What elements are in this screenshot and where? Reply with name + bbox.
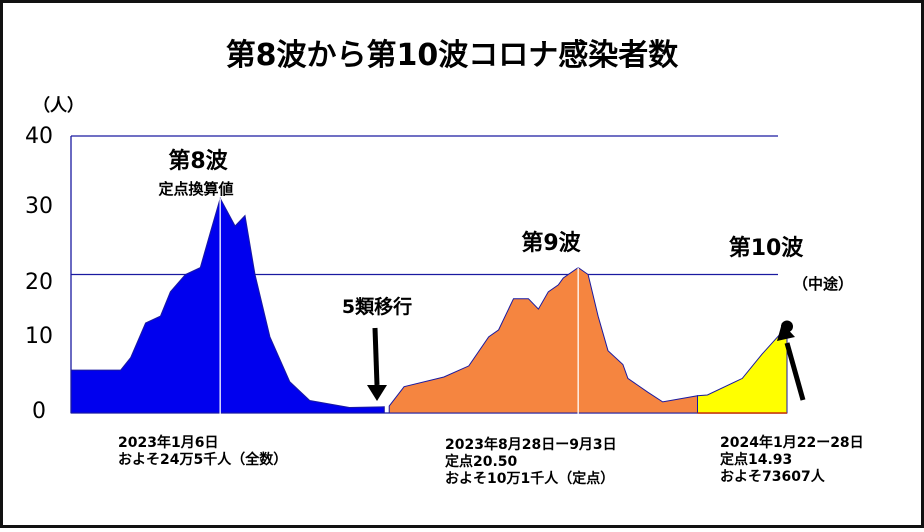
annotation-wave8-line-1: 2023年1月6日 — [118, 434, 218, 451]
wave-area-9 — [388, 266, 698, 414]
transition-label: 5類移行 — [342, 295, 412, 318]
wave-areas — [70, 196, 788, 414]
y-tick-labels: 0 10 20 30 40 — [25, 124, 53, 424]
transition-arrow-head — [367, 385, 387, 401]
annotation-wave10-line-1: 2024年1月22ー28日 — [720, 434, 864, 451]
annotation-wave9-line-3: およそ10万1千人（定点） — [445, 470, 614, 487]
y-unit-label: （人） — [33, 95, 84, 116]
y-tick-40: 40 — [25, 124, 53, 149]
series-sublabel-10: （中途） — [793, 275, 853, 293]
series-sublabel-8: 定点換算値 — [158, 180, 233, 198]
transition-arrow-shaft — [372, 327, 380, 386]
y-tick-30: 30 — [25, 194, 53, 219]
annotation-wave8-line-2: およそ24万5千人（全数） — [118, 451, 287, 468]
y-tick-20: 20 — [25, 270, 53, 295]
peak-arrow-10-shaft — [784, 342, 806, 401]
peak-arrow-10-head — [777, 323, 795, 341]
series-label-10: 第10波 — [729, 235, 805, 261]
y-tick-0: 0 — [32, 399, 46, 424]
chart-title: 第8波から第10波コロナ感染者数 — [226, 38, 680, 73]
annotation-wave10-line-2: 定点14.93 — [720, 451, 792, 468]
wave-area-10 — [697, 325, 788, 414]
y-tick-10: 10 — [25, 324, 53, 349]
annotation-wave9-line-1: 2023年8月28日ー9月3日 — [445, 436, 617, 453]
series-label-9: 第9波 — [521, 230, 581, 256]
annotation-wave10-line-3: およそ73607人 — [720, 468, 826, 485]
wave-area-8 — [70, 196, 385, 414]
series-label-8: 第8波 — [168, 148, 228, 174]
annotation-wave9-line-2: 定点20.50 — [445, 453, 518, 470]
